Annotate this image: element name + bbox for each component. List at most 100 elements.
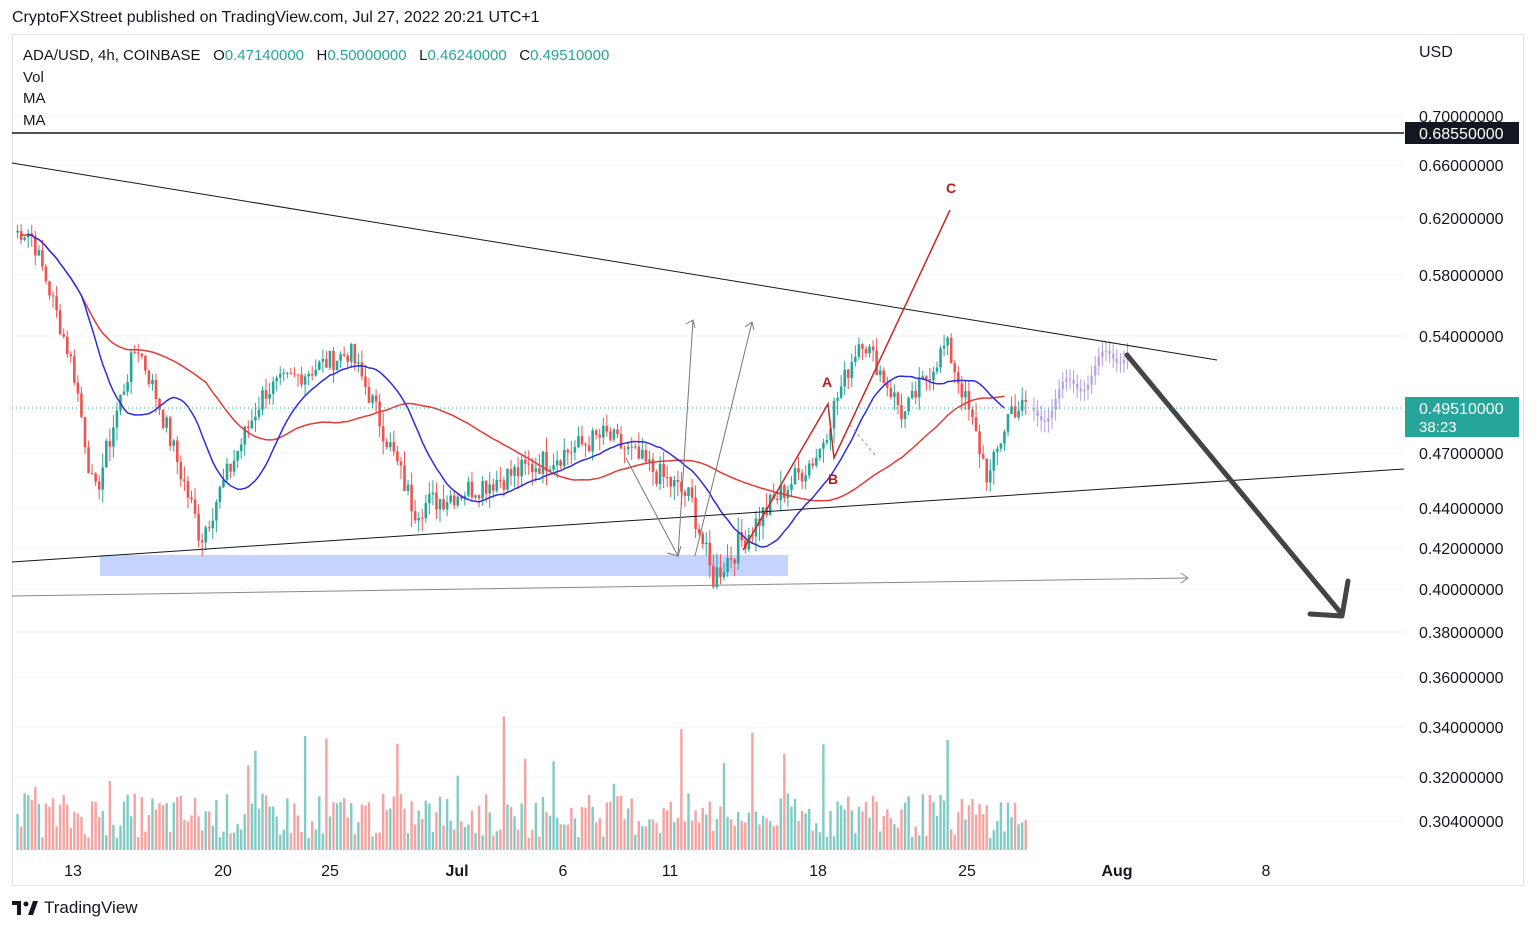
volume-bar: [580, 807, 584, 850]
candle-body: [204, 527, 207, 543]
y-tick-label: 0.36000000: [1419, 670, 1504, 687]
candle-body: [222, 479, 225, 488]
volume-bar: [303, 735, 307, 850]
y-tick-label: 0.44000000: [1419, 501, 1504, 518]
volume-bar: [80, 817, 83, 850]
candle-body: [516, 467, 520, 477]
volume-bar: [1013, 803, 1017, 850]
volume-bar: [946, 740, 949, 850]
candle-body: [694, 497, 697, 529]
volume-bar: [868, 817, 871, 850]
candle-body: [41, 250, 44, 267]
volume-bar: [140, 797, 143, 850]
volume-bar: [644, 826, 648, 850]
candle-body: [790, 484, 793, 490]
volume-bar: [197, 816, 200, 850]
symbol-label[interactable]: ADA/USD, 4h, COINBASE: [23, 47, 201, 64]
volume-bar: [435, 812, 438, 850]
volume-bar: [708, 801, 711, 850]
y-tick-label: 0.54000000: [1419, 329, 1504, 346]
volume-bar: [918, 835, 921, 850]
candle-body: [399, 461, 403, 466]
candle-body: [385, 441, 389, 448]
x-tick-label: Jul: [445, 863, 468, 880]
indicator-ma-2[interactable]: MA: [23, 111, 46, 129]
volume-bar: [289, 833, 293, 850]
volume-bar: [758, 824, 761, 850]
volume-bar: [318, 796, 321, 850]
candle-body: [211, 520, 215, 529]
candle-body: [704, 542, 708, 544]
candle-body: [115, 410, 119, 428]
volume-bar: [321, 833, 325, 850]
candle-body: [722, 571, 726, 578]
projected-candle-body: [1072, 379, 1075, 384]
candle-body: [783, 485, 786, 498]
candle-body: [651, 459, 655, 472]
upper-trendline: [11, 162, 1218, 361]
volume-bar: [431, 831, 435, 850]
volume-bar: [818, 832, 822, 850]
candle-body: [964, 391, 967, 398]
volume-bar: [438, 796, 442, 850]
volume-bar: [463, 826, 467, 850]
candle-body: [154, 380, 158, 399]
candle-body: [932, 371, 935, 381]
volume-bar: [243, 814, 246, 850]
measured-move-2-arrowhead: [744, 321, 755, 331]
candle-body: [62, 334, 65, 337]
volume-bar: [282, 829, 285, 850]
candle-body: [374, 395, 378, 402]
candle-body: [307, 373, 310, 377]
volume-bar: [396, 743, 399, 850]
volume-bar: [112, 824, 115, 850]
volume-bar: [477, 805, 481, 850]
tradingview-footer[interactable]: TradingView: [12, 898, 138, 918]
volume-bar: [392, 796, 396, 850]
y-tick-labels: 0.70000000 0.66000000 0.62000000 0.58000000…: [1419, 109, 1504, 831]
candle-body: [215, 502, 218, 521]
indicator-vol[interactable]: Vol: [23, 68, 44, 86]
y-tick-label: 0.47000000: [1419, 446, 1504, 463]
volume-bar: [520, 803, 523, 850]
volume-bar: [524, 758, 527, 850]
candle-body: [190, 497, 193, 500]
indicator-ma-1[interactable]: MA: [23, 90, 46, 107]
volume-bar: [541, 796, 545, 850]
candle-body: [207, 527, 211, 529]
volume-bar: [694, 810, 697, 850]
candle-body: [232, 460, 236, 472]
y-tick-label: 0.34000000: [1419, 720, 1504, 737]
candle-body: [456, 496, 460, 506]
candle-body: [605, 425, 609, 432]
candle-body: [857, 344, 861, 357]
volume-bar: [939, 794, 942, 850]
volume-bar: [825, 836, 829, 850]
x-tick-label: 25: [958, 863, 976, 880]
candle-body: [264, 390, 268, 399]
volume-bar: [161, 805, 165, 850]
horizontal-line-price-label: 0.68550000: [1419, 126, 1504, 143]
volume-bar: [779, 798, 782, 850]
candle-body: [389, 442, 392, 448]
volume-bar: [598, 818, 601, 850]
volume-bar: [886, 809, 889, 850]
high-value: 0.50000000: [327, 47, 407, 64]
volume-bar: [630, 798, 633, 850]
last-price-label: 0.49510000: [1419, 401, 1504, 418]
x-tick-label: 13: [64, 863, 82, 880]
volume-bar: [882, 815, 885, 850]
candle-body: [957, 372, 960, 384]
volume-bar: [552, 761, 555, 850]
candle-body: [271, 381, 275, 394]
volume-bar: [268, 806, 271, 850]
candle-body: [566, 449, 570, 453]
candle-body: [545, 451, 548, 471]
volume-bar: [808, 808, 811, 850]
candle-body: [854, 356, 857, 363]
volume-bar: [673, 822, 676, 850]
candle-body: [502, 480, 506, 490]
volume-bar: [744, 822, 747, 850]
volume-bar: [470, 810, 474, 850]
